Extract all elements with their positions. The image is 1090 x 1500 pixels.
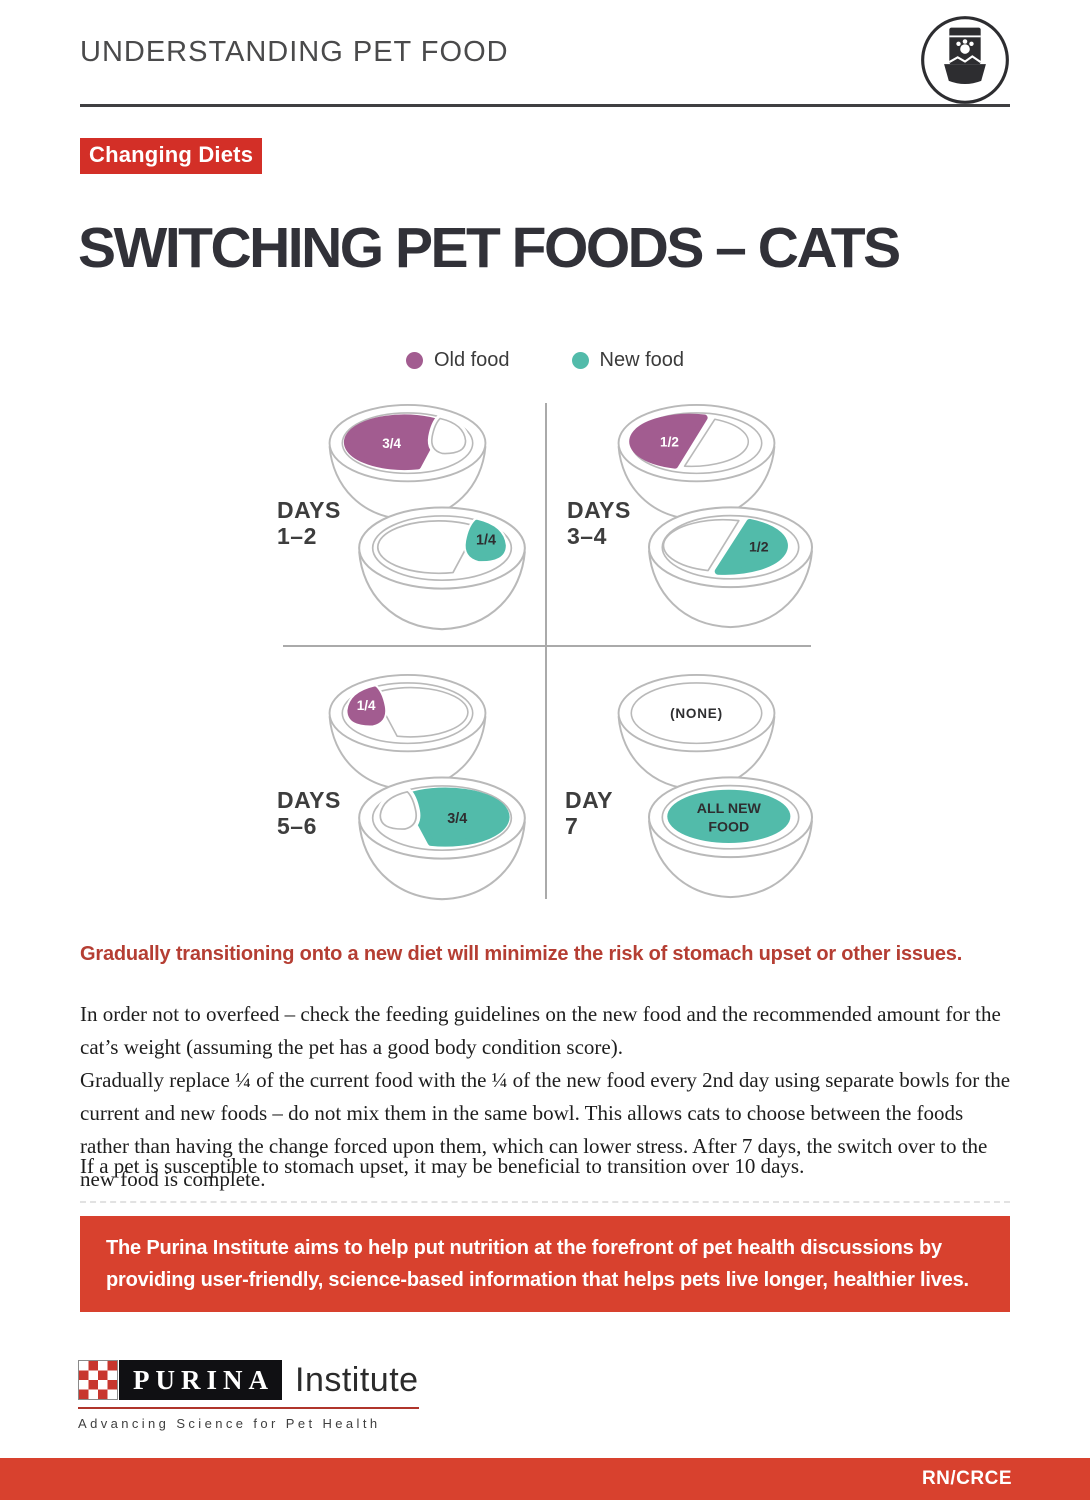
fraction-label: 3/4 — [447, 811, 467, 827]
paragraph-gradual-replace: Gradually replace ¼ of the current food … — [80, 1068, 1011, 1191]
bowl-new-food-days-5-6: 3/4 — [358, 776, 526, 901]
all-new-food-label-line1: ALL NEW — [697, 800, 762, 816]
fraction-label: 1/4 — [476, 533, 496, 549]
legend: Old food New food — [0, 349, 1090, 372]
purina-institute-banner: The Purina Institute aims to help put nu… — [80, 1216, 1010, 1312]
day-label-days-5-6: DAYS 5–6 — [277, 787, 341, 839]
purina-wordmark: PURINA — [119, 1360, 282, 1400]
legend-label-old: Old food — [433, 349, 510, 371]
bowl-old-food-days-5-6: 1/4 — [328, 673, 487, 791]
logo-underline — [78, 1407, 419, 1409]
page-header-title: UNDERSTANDING PET FOOD — [80, 36, 509, 68]
purina-institute-logo: PURINA Institute Advancing Science for P… — [78, 1360, 419, 1431]
page-title: SWITCHING PET FOODS – CATS — [78, 216, 901, 280]
bowl-new-food-days-1-2: 1/4 — [358, 506, 526, 631]
dashed-divider — [80, 1201, 1010, 1203]
purina-checkerboard-icon — [78, 1360, 118, 1400]
header-divider — [80, 104, 1010, 107]
transition-diagram: DAYS 1–2 3/4 1/4 DAYS 3–4 — [235, 395, 855, 925]
legend-item-new-food: New food — [571, 349, 685, 372]
quadrant-divider-vertical — [545, 403, 547, 899]
none-label: (NONE) — [670, 706, 723, 721]
day-label-days-3-4: DAYS 3–4 — [567, 497, 631, 549]
fraction-label: 3/4 — [382, 436, 401, 451]
bowl-new-food-day-7: ALL NEW FOOD — [647, 776, 814, 899]
new-food-dot-icon — [571, 352, 589, 369]
logo-tagline: Advancing Science for Pet Health — [78, 1416, 381, 1431]
fraction-label: 1/2 — [749, 538, 769, 554]
bowl-new-food-days-3-4: 1/2 — [647, 506, 814, 629]
day-label-days-1-2: DAYS 1–2 — [277, 497, 341, 549]
legend-label-new: New food — [599, 349, 685, 371]
fraction-label: 1/4 — [357, 698, 376, 713]
paragraph-stomach-upset: If a pet is susceptible to stomach upset… — [80, 1154, 805, 1178]
callout-text: Gradually transitioning onto a new diet … — [80, 943, 963, 965]
bowl-old-food-days-3-4: 1/2 — [617, 403, 776, 521]
legend-item-old-food: Old food — [405, 349, 510, 372]
pet-food-bag-icon — [921, 16, 1009, 104]
footer-bar: RN/CRCE — [0, 1458, 1090, 1500]
all-new-food-label-line2: FOOD — [708, 818, 749, 834]
footer-code: RN/CRCE — [921, 1468, 1012, 1489]
paragraph-overfeed: In order not to overfeed – check the fee… — [80, 1002, 1001, 1059]
quadrant-divider-horizontal — [283, 645, 811, 647]
day-label-day-7: DAY 7 — [565, 787, 613, 839]
banner-line2: providing user-friendly, science-based i… — [106, 1269, 969, 1291]
bowl-old-food-day-7: (NONE) — [617, 673, 776, 791]
banner-line1: The Purina Institute aims to help put nu… — [106, 1237, 942, 1259]
institute-wordmark: Institute — [295, 1360, 419, 1399]
section-badge: Changing Diets — [80, 138, 263, 174]
fraction-label: 1/2 — [660, 434, 679, 449]
old-food-dot-icon — [405, 352, 423, 369]
